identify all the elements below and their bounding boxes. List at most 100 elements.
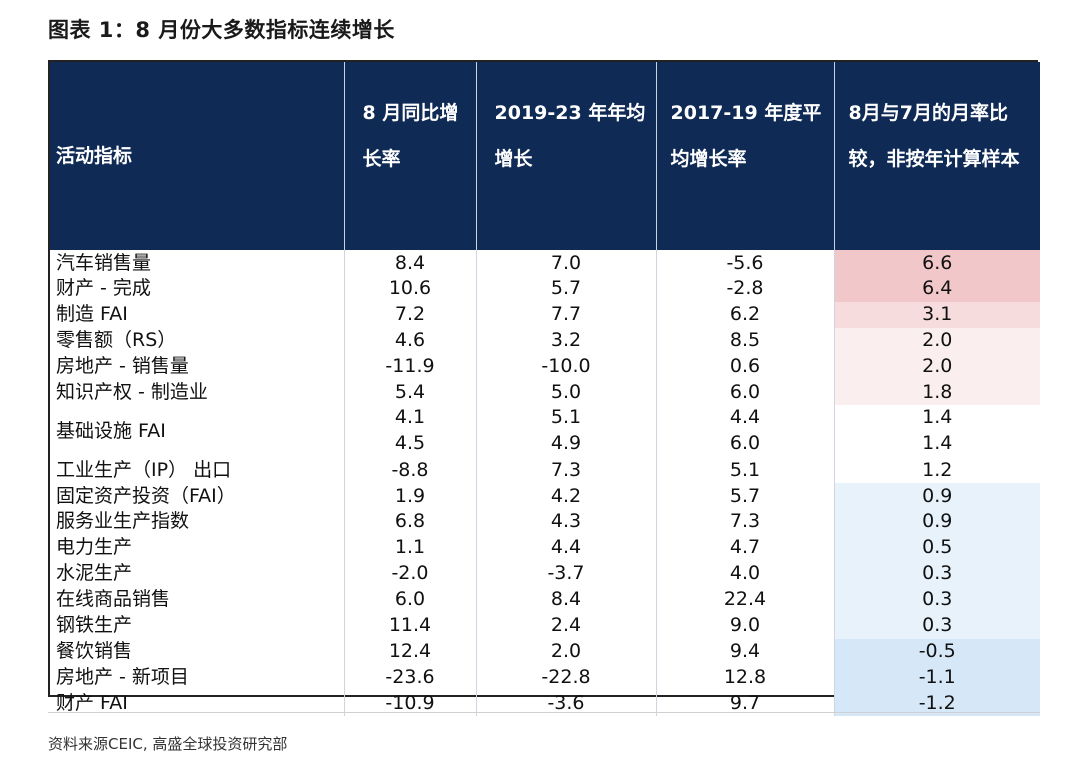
cell-mom: 2.0 (834, 327, 1040, 354)
cell-mom: 0.9 (834, 509, 1040, 535)
table-row: 零售额（RS） 4.6 3.2 8.5 2.0 (50, 327, 1040, 354)
cell-avg-2017-19: 4.7 (656, 534, 835, 561)
cell-avg-2017-19: 7.3 (656, 509, 835, 535)
cell-avg-2017-19: 8.5 (656, 327, 835, 354)
row-indicator-name: 服务业生产指数 (50, 509, 345, 535)
row-indicator-name: 汽车销售量 (50, 250, 345, 276)
row-indicator-name: 水泥生产 (50, 560, 345, 587)
data-table-frame: 活动指标 8 月同比增长率 2019-23 年年均增长 2017-19 年度平均… (48, 60, 1040, 717)
table-row: 工业生产（IP） 出口 -8.8 7.3 5.1 1.2 (50, 457, 1040, 484)
cell-yoy-august: -11.9 (344, 353, 477, 380)
cell-avg-2019-23: 7.7 (476, 301, 657, 328)
cell-mom: 1.4 1.4 (834, 405, 1040, 458)
cell-avg-2019-23: 7.3 (476, 457, 657, 484)
header-avg-2019-23: 2019-23 年年均增长 (476, 62, 657, 250)
table-row: 电力生产 1.1 4.4 4.7 0.5 (50, 534, 1040, 561)
source-note: 资料来源CEIC, 高盛全球投资研究部 (48, 735, 288, 753)
cell-avg-2019-23: 2.0 (476, 638, 657, 665)
cell-avg-2017-19: 6.0 (656, 379, 835, 406)
cell-mom: 1.2 (834, 457, 1040, 484)
row-indicator-name: 知识产权 - 制造业 (50, 379, 345, 406)
cell-avg-2017-19: 9.7 (656, 690, 835, 717)
cell-mom: -1.1 (834, 664, 1040, 691)
row-indicator-name: 财产 FAI (50, 690, 345, 717)
cell-yoy-august: -2.0 (344, 560, 477, 587)
cell-avg-2017-19: 4.0 (656, 560, 835, 587)
cell-avg-2017-19: 5.1 (656, 457, 835, 484)
cell-yoy-august: 1.9 (344, 483, 477, 510)
row-indicator-name: 在线商品销售 (50, 586, 345, 613)
cell-mom: 0.3 (834, 612, 1040, 639)
cell-avg-2017-19: 0.6 (656, 353, 835, 380)
table-row: 制造 FAI 7.2 7.7 6.2 3.1 (50, 301, 1040, 328)
cell-avg-2019-23: 3.2 (476, 327, 657, 354)
cell-mom: -1.2 (834, 690, 1040, 717)
cell-avg-2019-23: -3.7 (476, 560, 657, 587)
cell-mom: 2.0 (834, 353, 1040, 380)
row-indicator-name: 制造 FAI (50, 301, 345, 328)
cell-value: 4.1 (394, 406, 426, 429)
table-row: 知识产权 - 制造业 5.4 5.0 6.0 1.8 (50, 379, 1040, 406)
table-row: 餐饮销售 12.4 2.0 9.4 -0.5 (50, 638, 1040, 665)
cell-yoy-august: 6.8 (344, 509, 477, 535)
cell-avg-2017-19: 22.4 (656, 586, 835, 613)
cell-value: 1.4 (922, 406, 953, 429)
cell-mom: -0.5 (834, 638, 1040, 665)
figure-title: 图表 1：8 月份大多数指标连续增长 (48, 18, 395, 42)
row-indicator-name: 基础设施 FAI (50, 405, 345, 458)
cell-yoy-august: 1.1 (344, 534, 477, 561)
cell-value: 4.5 (394, 432, 426, 455)
cell-mom: 0.5 (834, 534, 1040, 561)
cell-value: 1.4 (922, 432, 953, 455)
header-avg-2017-19: 2017-19 年度平均增长率 (656, 62, 835, 250)
header-mom-aug-vs-jul: 8月与7月的月率比较，非按年计算样本 (834, 62, 1040, 250)
cell-avg-2019-23: 5.0 (476, 379, 657, 406)
table-row: 房地产 - 销售量 -11.9 -10.0 0.6 2.0 (50, 353, 1040, 380)
cell-avg-2017-19: 4.4 6.0 (656, 405, 835, 458)
cell-avg-2019-23: 4.4 (476, 534, 657, 561)
cell-yoy-august: 6.0 (344, 586, 477, 613)
cell-yoy-august: -10.9 (344, 690, 477, 717)
row-indicator-name: 工业生产（IP） 出口 (50, 457, 345, 484)
cell-avg-2019-23: -3.6 (476, 690, 657, 717)
cell-yoy-august: 11.4 (344, 612, 477, 639)
cell-avg-2017-19: 12.8 (656, 664, 835, 691)
cell-avg-2017-19: -2.8 (656, 276, 835, 302)
cell-avg-2019-23: -22.8 (476, 664, 657, 691)
cell-mom: 0.9 (834, 483, 1040, 510)
cell-avg-2017-19: 5.7 (656, 483, 835, 510)
cell-avg-2019-23: 7.0 (476, 250, 657, 276)
cell-value: 4.4 (729, 406, 761, 429)
divider (48, 712, 1040, 713)
cell-yoy-august: 12.4 (344, 638, 477, 665)
table-row: 钢铁生产 11.4 2.4 9.0 0.3 (50, 612, 1040, 639)
table-row: 在线商品销售 6.0 8.4 22.4 0.3 (50, 586, 1040, 613)
table-body: 汽车销售量 8.4 7.0 -5.6 6.6 财产 - 完成 10.6 5.7 -2.8 6.4 制… (50, 250, 1040, 717)
table-row: 汽车销售量 8.4 7.0 -5.6 6.6 (50, 250, 1040, 276)
table-row: 水泥生产 -2.0 -3.7 4.0 0.3 (50, 560, 1040, 587)
cell-yoy-august: -23.6 (344, 664, 477, 691)
cell-mom: 1.8 (834, 379, 1040, 406)
cell-yoy-august: -8.8 (344, 457, 477, 484)
cell-avg-2019-23: 5.7 (476, 276, 657, 302)
cell-yoy-august: 7.2 (344, 301, 477, 328)
cell-mom: 0.3 (834, 586, 1040, 613)
table-row: 房地产 - 新项目 -23.6 -22.8 12.8 -1.1 (50, 664, 1040, 691)
row-indicator-name: 房地产 - 销售量 (50, 353, 345, 380)
row-indicator-name: 零售额（RS） (50, 327, 345, 354)
header-indicator: 活动指标 (50, 62, 345, 250)
cell-value: 4.9 (550, 432, 582, 455)
table-row: 财产 FAI -10.9 -3.6 9.7 -1.2 (50, 690, 1040, 717)
cell-avg-2019-23: -10.0 (476, 353, 657, 380)
row-indicator-name: 餐饮销售 (50, 638, 345, 665)
cell-avg-2019-23: 5.1 4.9 (476, 405, 657, 458)
cell-mom: 6.6 (834, 250, 1040, 276)
row-indicator-name: 钢铁生产 (50, 612, 345, 639)
cell-yoy-august: 10.6 (344, 276, 477, 302)
cell-value: 5.1 (550, 406, 582, 429)
cell-mom: 3.1 (834, 301, 1040, 328)
row-indicator-name: 电力生产 (50, 534, 345, 561)
cell-yoy-august: 8.4 (344, 250, 477, 276)
table-row: 固定资产投资（FAI） 1.9 4.2 5.7 0.9 (50, 483, 1040, 510)
cell-yoy-august: 4.6 (344, 327, 477, 354)
